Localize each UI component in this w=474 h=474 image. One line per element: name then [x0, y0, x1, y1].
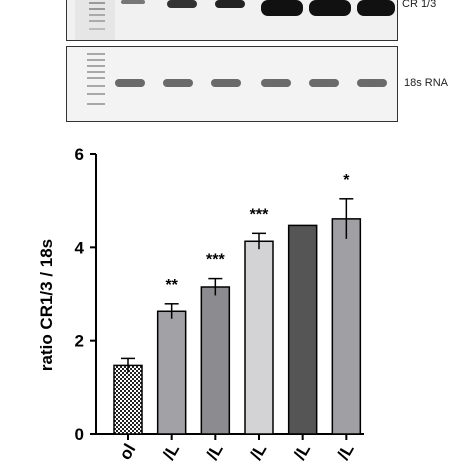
gel-label-18s: 18s RNA [404, 77, 449, 89]
bar [331, 218, 362, 435]
gel-bands-18s [87, 53, 387, 105]
significance-label: *** [250, 206, 269, 223]
y-tick-label: 6 [75, 145, 84, 164]
significance-label: * [343, 172, 350, 189]
bar [113, 364, 143, 435]
x-tick-label: /L [159, 441, 183, 464]
x-tick-label: /L [246, 441, 270, 464]
gel-bands-cr13 [75, 0, 395, 40]
x-tick-label: ol [115, 441, 139, 464]
gel-image-cr13 [66, 0, 398, 41]
y-tick-label: 2 [75, 332, 84, 351]
gel-image-18s [66, 46, 398, 122]
y-tick-label: 4 [75, 238, 85, 257]
x-tick-label: /L [290, 441, 314, 464]
y-tick-label: 0 [75, 425, 84, 444]
y-axis-label: ratio CR1/3 / 18s [37, 239, 56, 371]
bar-chart: ratio CR1/3 / 18s 0 2 4 6 ol ** /L *** /L *** /L/L… [37, 145, 364, 464]
significance-label: *** [206, 252, 225, 269]
significance-label: ** [165, 277, 178, 294]
gel-label-cr13: CR 1/3 [402, 0, 437, 10]
x-tick-label: /L [334, 441, 358, 464]
x-tick-label: /L [203, 441, 227, 464]
bar [200, 286, 231, 435]
bar [156, 310, 187, 435]
bar [244, 240, 274, 435]
bar [287, 224, 318, 435]
